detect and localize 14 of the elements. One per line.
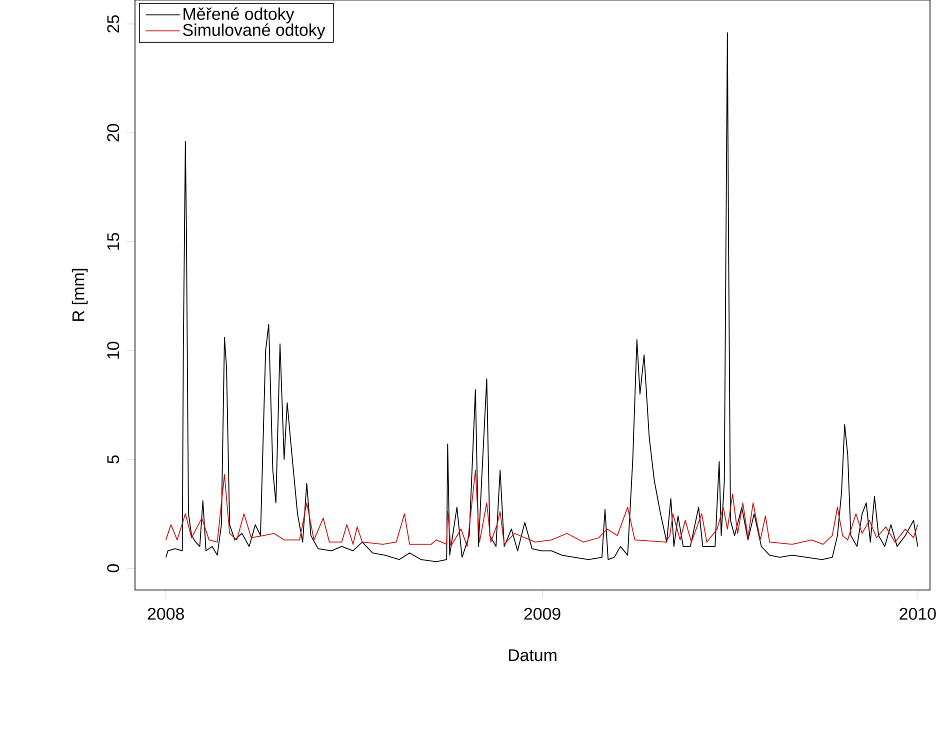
y-tick-label: 5 bbox=[107, 455, 120, 464]
y-tick-label: 10 bbox=[107, 342, 120, 359]
y-tick-label: 0 bbox=[107, 564, 120, 572]
y-axis-title: R [mm] bbox=[72, 268, 88, 321]
x-tick-label: 2010 bbox=[900, 608, 936, 620]
x-tick-label: 2009 bbox=[524, 608, 560, 620]
line-series bbox=[165, 470, 918, 547]
y-tick-label: 20 bbox=[107, 124, 120, 142]
y-tick-label: 25 bbox=[107, 15, 120, 32]
x-axis-title: Datum bbox=[508, 649, 556, 662]
x-tick-label: 2008 bbox=[148, 608, 184, 620]
legend-label: Měřené odtoky bbox=[184, 7, 294, 24]
y-tick-label: 15 bbox=[107, 232, 120, 250]
legend-label: Simulované odtoky bbox=[183, 23, 326, 40]
